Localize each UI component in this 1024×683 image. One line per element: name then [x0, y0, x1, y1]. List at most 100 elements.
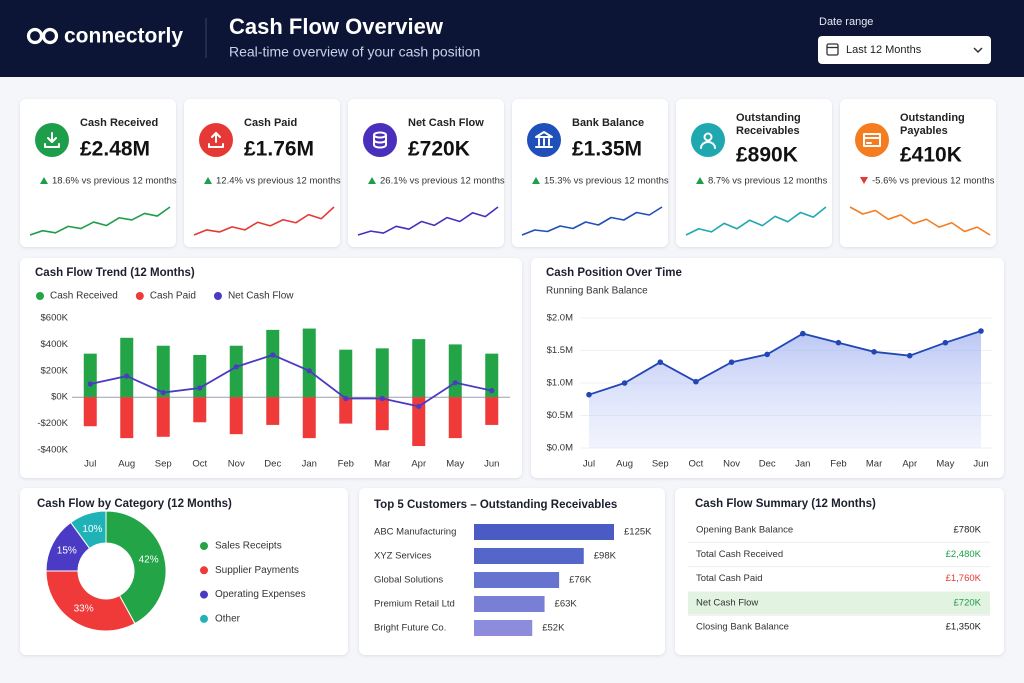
kpi-title: Receivables — [736, 125, 800, 137]
slice-label: 15% — [57, 546, 77, 557]
bar — [474, 596, 545, 612]
legend-swatch — [200, 542, 208, 550]
x-tick-label: Apr — [902, 459, 917, 470]
kpi-change: 12.4% vs previous 12 months — [216, 176, 341, 187]
kpi-icon-glyph — [535, 131, 553, 148]
bar — [474, 524, 614, 540]
x-tick-label: Mar — [866, 459, 882, 470]
bar-value-label: £76K — [569, 575, 592, 586]
y-tick-label: $0.0M — [547, 443, 573, 454]
kpi-icon-glyph — [863, 133, 881, 147]
net-point — [233, 364, 239, 370]
net-point — [124, 373, 130, 379]
kpi-title: Outstanding — [900, 112, 965, 124]
x-tick-label: Nov — [228, 459, 245, 470]
x-tick-label: Aug — [616, 459, 633, 470]
trend-arrow — [860, 177, 868, 184]
kpi-change: 8.7% vs previous 12 months — [708, 176, 828, 187]
kpi-icon — [855, 123, 889, 157]
x-tick-label: Jun — [973, 459, 988, 470]
bar — [339, 349, 353, 398]
sparkline — [521, 206, 663, 236]
bar — [474, 548, 584, 564]
x-tick-label: Mar — [374, 459, 390, 470]
kpi-title: Outstanding — [736, 112, 801, 124]
kpi-icon-glyph — [373, 131, 387, 149]
date-range-label: Date range — [819, 16, 873, 28]
x-tick-label: Sep — [155, 459, 172, 470]
bar — [83, 353, 97, 398]
legend-label: Supplier Payments — [215, 565, 299, 576]
x-tick-label: Jul — [583, 459, 595, 470]
area-point — [728, 359, 735, 366]
net-point — [379, 395, 385, 402]
x-tick-label: Apr — [411, 459, 426, 470]
bar-value-label: £125K — [624, 527, 652, 538]
bar — [448, 344, 462, 398]
select-box[interactable] — [818, 36, 991, 64]
donut-slice — [105, 510, 167, 625]
area-point — [693, 378, 699, 385]
legend-label: Sales Receipts — [215, 541, 282, 552]
kpi-value: £1.35M — [572, 138, 642, 161]
slice-label: 10% — [82, 524, 102, 535]
date-range-select[interactable]: Last 12 Months — [818, 36, 991, 64]
area-point — [835, 339, 842, 346]
kpi-value: £1.76M — [244, 138, 314, 161]
slice-label: 42% — [139, 555, 159, 566]
x-tick-label: Dec — [264, 459, 281, 470]
bar — [485, 397, 499, 425]
row-label: Total Cash Received — [696, 549, 783, 560]
area-line — [588, 330, 982, 396]
select-value[interactable]: Last 12 Months — [846, 44, 922, 56]
bar — [229, 345, 243, 398]
area-point — [586, 391, 592, 398]
area-point — [800, 330, 806, 337]
customer-name: ABC Manufacturing — [374, 527, 456, 538]
legend-label: Other — [215, 614, 241, 625]
kpi-change: 26.1% vs previous 12 months — [380, 176, 505, 187]
donut-slice — [45, 570, 136, 632]
y-tick-label: $400K — [41, 339, 69, 350]
bar — [302, 328, 316, 398]
row-label: Net Cash Flow — [696, 597, 758, 608]
kpi-change: -5.6% vs previous 12 months — [872, 176, 995, 187]
bar — [302, 397, 316, 439]
chart-title: Cash Position Over Time — [546, 267, 682, 279]
net-point — [306, 368, 312, 374]
kpi-change: 18.6% vs previous 12 months — [52, 176, 177, 187]
x-tick-label: Oct — [689, 459, 704, 470]
area-point — [906, 352, 913, 359]
area-fill — [589, 331, 981, 448]
kpi-title: Cash Paid — [244, 117, 297, 129]
x-tick-label: Sep — [652, 459, 669, 470]
legend-swatch — [200, 566, 208, 575]
summary-title: Cash Flow Summary (12 Months) — [695, 498, 876, 510]
x-tick-label: May — [936, 459, 954, 470]
customer-name: Bright Future Co. — [374, 623, 446, 634]
net-line — [90, 353, 492, 408]
x-tick-label: Oct — [192, 459, 207, 470]
area-point — [942, 339, 949, 346]
bar — [412, 339, 426, 398]
customer-name: Premium Retail Ltd — [374, 599, 455, 610]
x-tick-label: Feb — [830, 459, 846, 470]
bar — [193, 354, 207, 398]
kpi-title: Bank Balance — [572, 117, 644, 129]
legend-swatch — [200, 590, 208, 599]
bar-value-label: £63K — [555, 599, 578, 610]
kpi-change: 15.3% vs previous 12 months — [544, 176, 669, 187]
area-point — [764, 351, 770, 358]
bar — [448, 397, 462, 439]
area-point — [621, 380, 628, 386]
chart-title: Cash Flow by Category (12 Months) — [37, 498, 232, 510]
bar-value-label: £98K — [594, 551, 617, 562]
kpi-icon-glyph — [44, 132, 60, 148]
y-tick-label: $0.5M — [547, 410, 573, 421]
x-tick-label: Jan — [302, 459, 317, 470]
legend-swatch — [36, 292, 44, 300]
kpi-icon-glyph — [700, 132, 716, 149]
slice-label: 33% — [74, 604, 94, 615]
row-value: £2,480K — [946, 549, 982, 560]
